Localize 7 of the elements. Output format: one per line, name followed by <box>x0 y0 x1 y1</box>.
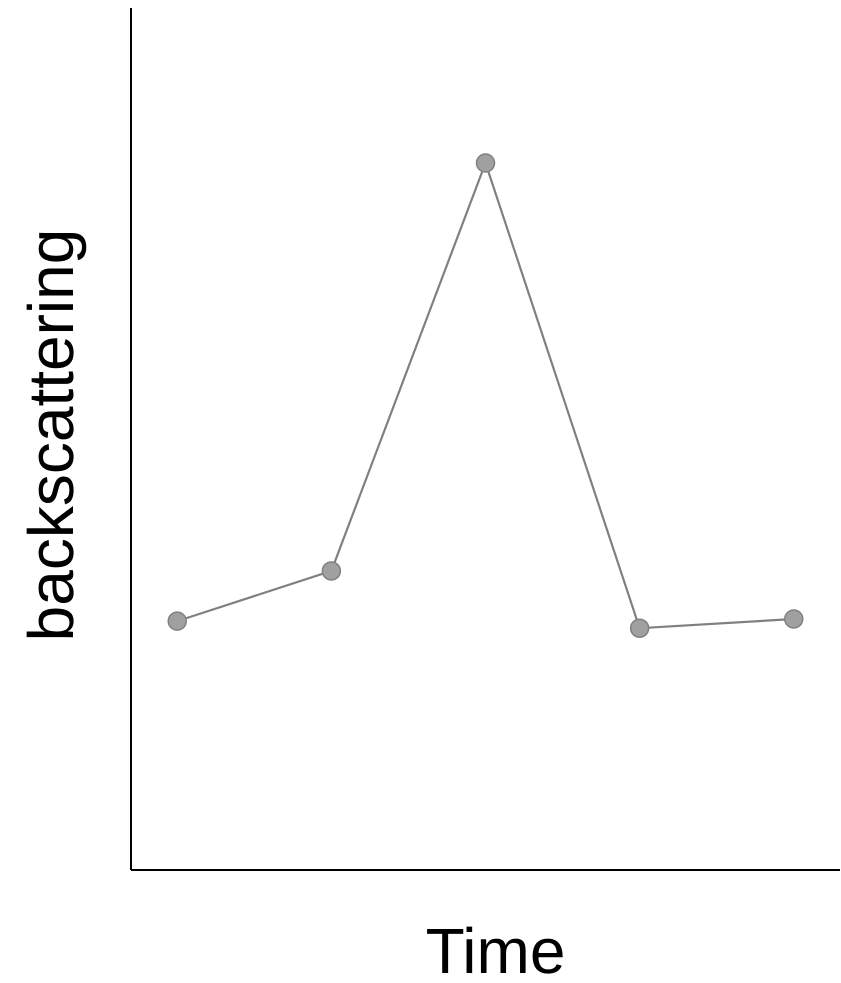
x-axis-title: Time <box>426 915 566 983</box>
point <box>784 609 804 629</box>
point <box>630 618 650 638</box>
point <box>167 611 187 631</box>
y-axis-title: backscattering <box>15 228 87 642</box>
point <box>476 153 496 173</box>
point <box>322 561 342 581</box>
